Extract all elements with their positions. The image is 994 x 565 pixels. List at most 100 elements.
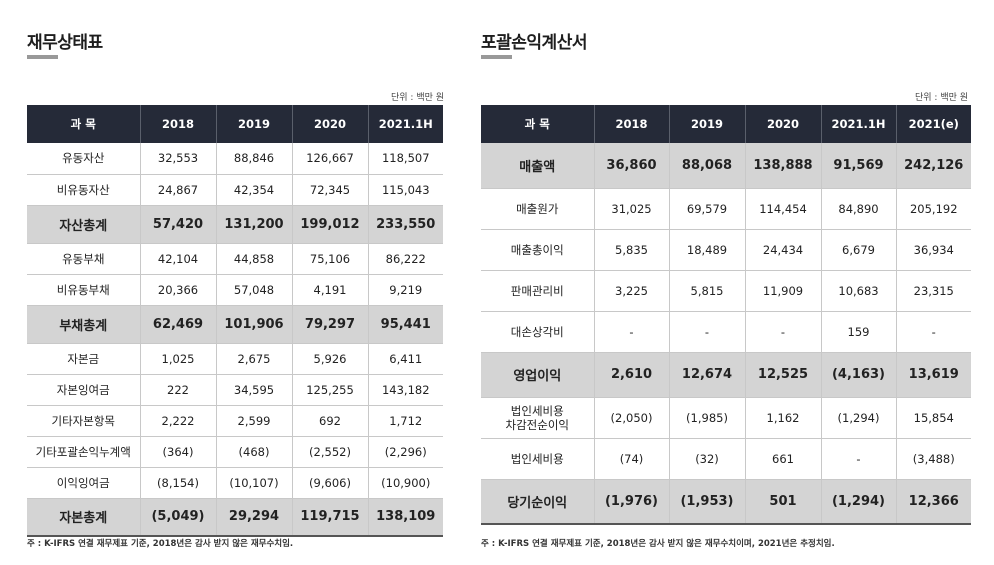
cell-value: 91,569 bbox=[820, 143, 896, 189]
cell-value: (2,552) bbox=[291, 436, 368, 468]
cell-value: (74) bbox=[593, 438, 669, 480]
cell-value: (3,488) bbox=[895, 438, 971, 480]
cell-value: 115,043 bbox=[367, 174, 443, 206]
row-label: 자본잉여금 bbox=[27, 374, 140, 406]
cell-value: 199,012 bbox=[291, 205, 368, 244]
row-label: 매출원가 bbox=[481, 188, 594, 230]
cell-value: 2,599 bbox=[215, 405, 292, 437]
cell-value: 6,679 bbox=[820, 229, 896, 271]
cell-value: (1,985) bbox=[668, 397, 745, 439]
cell-value: (9,606) bbox=[291, 467, 368, 499]
cell-value: 501 bbox=[744, 479, 821, 525]
cell-value: (2,050) bbox=[593, 397, 669, 439]
cell-value: 95,441 bbox=[367, 305, 443, 344]
cell-value: - bbox=[744, 311, 821, 353]
table-row: 비유동자산 24,867 42,354 72,345 115,043 bbox=[27, 174, 443, 206]
cell-value: 5,835 bbox=[593, 229, 669, 271]
header-year: 2021(e) bbox=[895, 105, 971, 143]
income-statement-note: 주 : K-IFRS 연결 재무제표 기준, 2018년은 감사 받지 않은 재… bbox=[481, 539, 835, 549]
cell-value: 36,934 bbox=[895, 229, 971, 271]
row-label: 부채총계 bbox=[27, 305, 140, 344]
balance-sheet-title-bar bbox=[27, 55, 58, 59]
cell-value: 69,579 bbox=[668, 188, 745, 230]
cell-value: 138,888 bbox=[744, 143, 821, 189]
cell-value: 24,434 bbox=[744, 229, 821, 271]
cell-value: 119,715 bbox=[291, 498, 368, 537]
cell-value: 10,683 bbox=[820, 270, 896, 312]
cell-value: - bbox=[820, 438, 896, 480]
cell-value: 125,255 bbox=[291, 374, 368, 406]
cell-value: 205,192 bbox=[895, 188, 971, 230]
cell-value: 692 bbox=[291, 405, 368, 437]
balance-sheet-unit: 단위 : 백만 원 bbox=[391, 93, 445, 103]
cell-value: 138,109 bbox=[367, 498, 443, 537]
table-row: 매출원가 31,025 69,579 114,454 84,890 205,192 bbox=[481, 188, 971, 230]
cell-value: (10,107) bbox=[215, 467, 292, 499]
table-row: 이익잉여금 (8,154) (10,107) (9,606) (10,900) bbox=[27, 467, 443, 499]
cell-value: 1,712 bbox=[367, 405, 443, 437]
row-label: 자산총계 bbox=[27, 205, 140, 244]
cell-value: 86,222 bbox=[367, 243, 443, 275]
table-total-row: 영업이익 2,610 12,674 12,525 (4,163) 13,619 bbox=[481, 352, 971, 398]
income-statement-title: 포괄손익계산서 bbox=[481, 33, 587, 53]
row-label: 유동자산 bbox=[27, 143, 140, 175]
cell-value: 2,675 bbox=[215, 343, 292, 375]
cell-value: 3,225 bbox=[593, 270, 669, 312]
table-row: 매출총이익 5,835 18,489 24,434 6,679 36,934 bbox=[481, 229, 971, 271]
header-year: 2021.1H bbox=[367, 105, 443, 143]
row-label: 판매관리비 bbox=[481, 270, 594, 312]
table-row: 자본잉여금 222 34,595 125,255 143,182 bbox=[27, 374, 443, 406]
row-label: 매출총이익 bbox=[481, 229, 594, 271]
header-item-label: 과 목 bbox=[481, 105, 594, 143]
balance-sheet-note: 주 : K-IFRS 연결 재무제표 기준, 2018년은 감사 받지 않은 재… bbox=[27, 539, 294, 549]
cell-value: 222 bbox=[139, 374, 216, 406]
cell-value: 4,191 bbox=[291, 274, 368, 306]
table-row: 판매관리비 3,225 5,815 11,909 10,683 23,315 bbox=[481, 270, 971, 312]
cell-value: 12,525 bbox=[744, 352, 821, 398]
cell-value: 233,550 bbox=[367, 205, 443, 244]
table-row: 기타포괄손익누계액 (364) (468) (2,552) (2,296) bbox=[27, 436, 443, 468]
cell-value: 62,469 bbox=[139, 305, 216, 344]
cell-value: 57,048 bbox=[215, 274, 292, 306]
cell-value: (1,294) bbox=[820, 397, 896, 439]
cell-value: 143,182 bbox=[367, 374, 443, 406]
cell-value: 34,595 bbox=[215, 374, 292, 406]
cell-value: 1,162 bbox=[744, 397, 821, 439]
cell-value: (1,953) bbox=[668, 479, 745, 525]
cell-value: 5,815 bbox=[668, 270, 745, 312]
table-total-row: 매출액 36,860 88,068 138,888 91,569 242,126 bbox=[481, 143, 971, 189]
cell-value: 9,219 bbox=[367, 274, 443, 306]
cell-value: 5,926 bbox=[291, 343, 368, 375]
cell-value: (2,296) bbox=[367, 436, 443, 468]
cell-value: 12,366 bbox=[895, 479, 971, 525]
table-total-row: 자본총계 (5,049) 29,294 119,715 138,109 bbox=[27, 498, 443, 537]
row-label: 이익잉여금 bbox=[27, 467, 140, 499]
row-label: 자본총계 bbox=[27, 498, 140, 537]
row-label: 법인세비용 차감전순이익 bbox=[481, 397, 594, 439]
cell-value: 6,411 bbox=[367, 343, 443, 375]
cell-value: 31,025 bbox=[593, 188, 669, 230]
cell-value: 242,126 bbox=[895, 143, 971, 189]
cell-value: 29,294 bbox=[215, 498, 292, 537]
table-row: 자본금 1,025 2,675 5,926 6,411 bbox=[27, 343, 443, 375]
cell-value: 131,200 bbox=[215, 205, 292, 244]
cell-value: 23,315 bbox=[895, 270, 971, 312]
table-total-row: 당기순이익 (1,976) (1,953) 501 (1,294) 12,366 bbox=[481, 479, 971, 525]
cell-value: 42,354 bbox=[215, 174, 292, 206]
header-year: 2019 bbox=[215, 105, 292, 143]
header-year: 2018 bbox=[139, 105, 216, 143]
cell-value: 18,489 bbox=[668, 229, 745, 271]
cell-value: (468) bbox=[215, 436, 292, 468]
cell-value: 661 bbox=[744, 438, 821, 480]
table-total-row: 자산총계 57,420 131,200 199,012 233,550 bbox=[27, 205, 443, 244]
table-row: 대손상각비 - - -159- bbox=[481, 311, 971, 353]
table-row: 비유동부채 20,366 57,048 4,191 9,219 bbox=[27, 274, 443, 306]
table-row: 기타자본항목 2,222 2,599 692 1,712 bbox=[27, 405, 443, 437]
cell-value: 79,297 bbox=[291, 305, 368, 344]
header-item-label: 과 목 bbox=[27, 105, 140, 143]
cell-value: 2,610 bbox=[593, 352, 669, 398]
cell-value: (4,163) bbox=[820, 352, 896, 398]
table-total-row: 부채총계 62,469 101,906 79,297 95,441 bbox=[27, 305, 443, 344]
balance-sheet-table: 과 목 2018 2019 2020 2021.1H 유동자산 32,553 88,846 1… bbox=[27, 105, 443, 537]
cell-value: 32,553 bbox=[139, 143, 216, 175]
